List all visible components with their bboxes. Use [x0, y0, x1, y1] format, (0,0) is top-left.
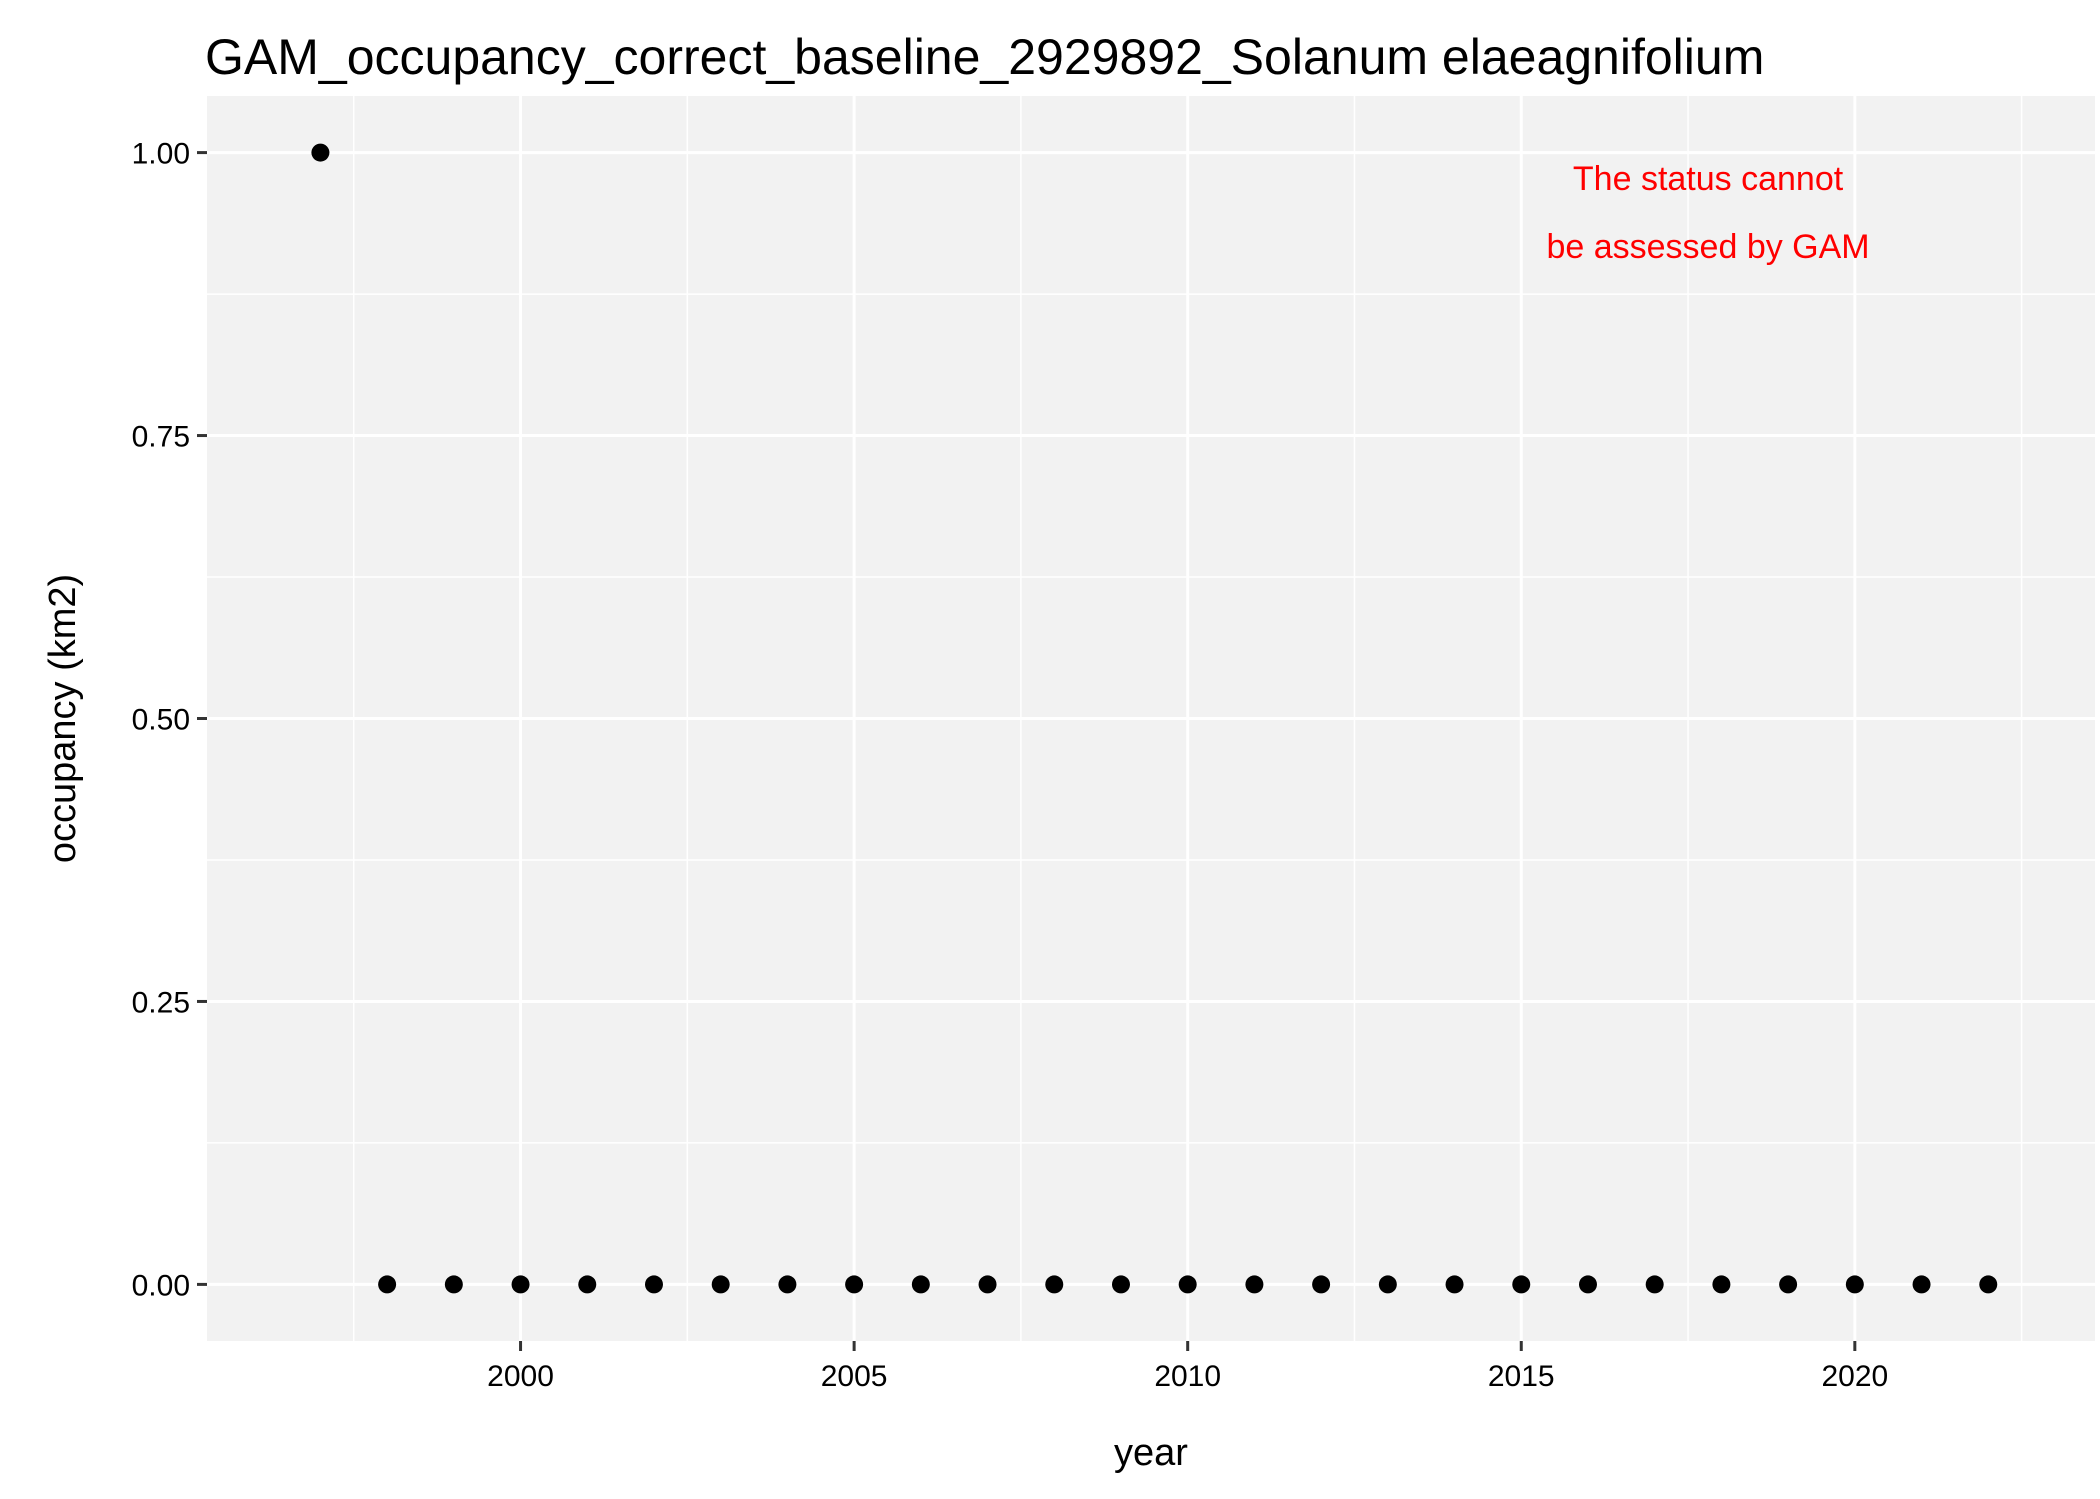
status-annotation: The status cannot be assessed by GAM [1546, 160, 1869, 266]
data-point [1312, 1275, 1331, 1294]
data-point [1578, 1275, 1597, 1294]
y-tick-label: 0.00 [132, 1269, 190, 1302]
x-tick-label: 2020 [1821, 1360, 1888, 1393]
data-point [1979, 1275, 1998, 1294]
data-point [1912, 1275, 1931, 1294]
data-point [311, 143, 330, 162]
data-point [1512, 1275, 1531, 1294]
data-point [1445, 1275, 1464, 1294]
data-point [911, 1275, 930, 1294]
data-point [711, 1275, 730, 1294]
data-point [378, 1275, 397, 1294]
data-point [1178, 1275, 1197, 1294]
x-tick-label: 2015 [1488, 1360, 1555, 1393]
data-point [1712, 1275, 1731, 1294]
data-point [1045, 1275, 1064, 1294]
y-tick-label: 1.00 [132, 138, 190, 171]
data-point [1779, 1275, 1798, 1294]
y-axis-title: occupancy (km2) [42, 574, 84, 863]
data-point [578, 1275, 597, 1294]
data-point [1378, 1275, 1397, 1294]
data-point [1111, 1275, 1130, 1294]
data-point [444, 1275, 463, 1294]
x-tick-label: 2005 [821, 1360, 888, 1393]
data-point [511, 1275, 530, 1294]
y-axis: 0.00 0.25 0.50 0.75 1.00 [132, 138, 207, 1302]
data-point [778, 1275, 797, 1294]
data-point [644, 1275, 663, 1294]
x-tick-label: 2000 [487, 1360, 554, 1393]
y-tick-label: 0.75 [132, 421, 190, 454]
data-points [311, 143, 1998, 1294]
x-axis-title: year [1114, 1432, 1188, 1474]
data-point [1845, 1275, 1864, 1294]
x-tick-label: 2010 [1154, 1360, 1221, 1393]
chart-title: GAM_occupancy_correct_baseline_2929892_S… [205, 29, 1765, 85]
annotation-line: The status cannot [1573, 160, 1844, 198]
y-tick-label: 0.50 [132, 704, 190, 737]
x-axis: 2000 2005 2010 2015 2020 [487, 1341, 1888, 1393]
data-point [1645, 1275, 1664, 1294]
data-point [1245, 1275, 1264, 1294]
data-point [845, 1275, 864, 1294]
y-tick-label: 0.25 [132, 986, 190, 1019]
data-point [978, 1275, 997, 1294]
annotation-line: be assessed by GAM [1546, 228, 1869, 266]
